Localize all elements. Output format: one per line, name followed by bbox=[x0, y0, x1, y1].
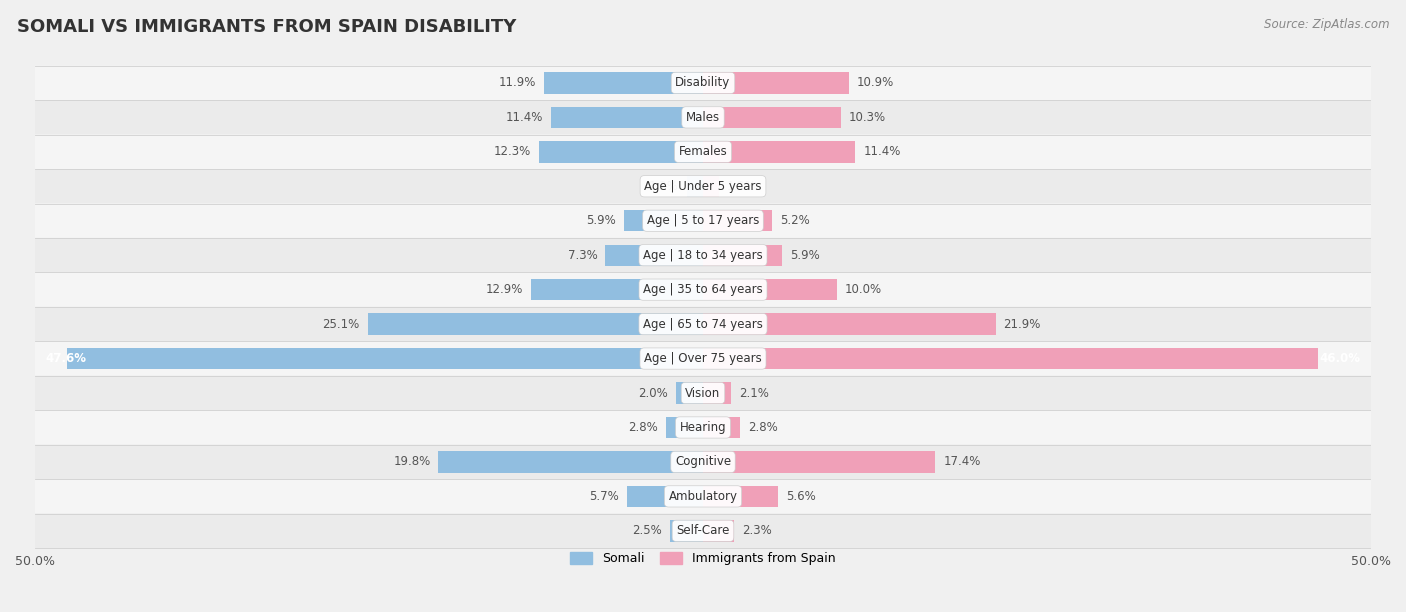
Text: 11.4%: 11.4% bbox=[505, 111, 543, 124]
FancyBboxPatch shape bbox=[35, 204, 1371, 238]
Text: Age | 65 to 74 years: Age | 65 to 74 years bbox=[643, 318, 763, 330]
Bar bbox=[530, 279, 703, 300]
FancyBboxPatch shape bbox=[35, 376, 1371, 410]
Text: Source: ZipAtlas.com: Source: ZipAtlas.com bbox=[1264, 18, 1389, 31]
Text: Cognitive: Cognitive bbox=[675, 455, 731, 468]
Bar bbox=[703, 176, 718, 197]
FancyBboxPatch shape bbox=[35, 100, 1371, 135]
Bar bbox=[688, 176, 703, 197]
Text: 10.3%: 10.3% bbox=[849, 111, 886, 124]
Bar bbox=[624, 210, 703, 231]
Text: 12.3%: 12.3% bbox=[494, 145, 530, 159]
Text: 47.6%: 47.6% bbox=[45, 352, 87, 365]
Text: Age | 18 to 34 years: Age | 18 to 34 years bbox=[643, 248, 763, 262]
Text: 10.9%: 10.9% bbox=[856, 76, 894, 89]
FancyBboxPatch shape bbox=[35, 307, 1371, 341]
Text: SOMALI VS IMMIGRANTS FROM SPAIN DISABILITY: SOMALI VS IMMIGRANTS FROM SPAIN DISABILI… bbox=[17, 18, 516, 36]
FancyBboxPatch shape bbox=[35, 135, 1371, 169]
FancyBboxPatch shape bbox=[35, 513, 1371, 548]
Text: Males: Males bbox=[686, 111, 720, 124]
FancyBboxPatch shape bbox=[35, 65, 1371, 100]
Text: Self-Care: Self-Care bbox=[676, 524, 730, 537]
Text: 1.2%: 1.2% bbox=[650, 180, 679, 193]
Text: Age | Under 5 years: Age | Under 5 years bbox=[644, 180, 762, 193]
Text: 2.8%: 2.8% bbox=[628, 421, 658, 434]
Bar bbox=[703, 417, 741, 438]
Text: Age | 35 to 64 years: Age | 35 to 64 years bbox=[643, 283, 763, 296]
Text: Age | Over 75 years: Age | Over 75 years bbox=[644, 352, 762, 365]
FancyBboxPatch shape bbox=[35, 410, 1371, 445]
Bar bbox=[538, 141, 703, 163]
Text: 12.9%: 12.9% bbox=[485, 283, 523, 296]
Text: 5.9%: 5.9% bbox=[586, 214, 616, 227]
FancyBboxPatch shape bbox=[35, 479, 1371, 513]
Text: 2.8%: 2.8% bbox=[748, 421, 778, 434]
Bar bbox=[703, 141, 855, 163]
Text: 21.9%: 21.9% bbox=[1004, 318, 1040, 330]
Bar bbox=[67, 348, 703, 369]
Bar bbox=[703, 451, 935, 472]
Text: 5.6%: 5.6% bbox=[786, 490, 815, 503]
Bar bbox=[703, 348, 1317, 369]
Bar bbox=[665, 417, 703, 438]
Bar bbox=[367, 313, 703, 335]
Legend: Somali, Immigrants from Spain: Somali, Immigrants from Spain bbox=[565, 547, 841, 570]
Text: 2.3%: 2.3% bbox=[742, 524, 772, 537]
FancyBboxPatch shape bbox=[35, 341, 1371, 376]
Text: 5.9%: 5.9% bbox=[790, 248, 820, 262]
Text: 1.2%: 1.2% bbox=[727, 180, 756, 193]
FancyBboxPatch shape bbox=[35, 445, 1371, 479]
Bar bbox=[703, 106, 841, 128]
Bar bbox=[551, 106, 703, 128]
Bar bbox=[703, 313, 995, 335]
Text: 11.4%: 11.4% bbox=[863, 145, 901, 159]
Bar bbox=[703, 486, 778, 507]
Text: 10.0%: 10.0% bbox=[845, 283, 882, 296]
Bar bbox=[703, 210, 772, 231]
Bar bbox=[703, 72, 849, 94]
Text: Age | 5 to 17 years: Age | 5 to 17 years bbox=[647, 214, 759, 227]
Text: 2.0%: 2.0% bbox=[638, 387, 668, 400]
Bar bbox=[703, 279, 837, 300]
Text: 7.3%: 7.3% bbox=[568, 248, 598, 262]
Text: Females: Females bbox=[679, 145, 727, 159]
Text: 5.2%: 5.2% bbox=[780, 214, 810, 227]
Bar bbox=[703, 520, 734, 542]
Text: Disability: Disability bbox=[675, 76, 731, 89]
Text: 2.1%: 2.1% bbox=[740, 387, 769, 400]
Bar bbox=[606, 245, 703, 266]
FancyBboxPatch shape bbox=[35, 169, 1371, 204]
Bar bbox=[676, 382, 703, 404]
Bar bbox=[544, 72, 703, 94]
Text: 17.4%: 17.4% bbox=[943, 455, 981, 468]
Text: 19.8%: 19.8% bbox=[394, 455, 430, 468]
FancyBboxPatch shape bbox=[35, 238, 1371, 272]
Text: Hearing: Hearing bbox=[679, 421, 727, 434]
Text: 25.1%: 25.1% bbox=[322, 318, 360, 330]
FancyBboxPatch shape bbox=[35, 272, 1371, 307]
Text: 11.9%: 11.9% bbox=[499, 76, 536, 89]
Text: 46.0%: 46.0% bbox=[1319, 352, 1361, 365]
Bar bbox=[439, 451, 703, 472]
Text: 2.5%: 2.5% bbox=[631, 524, 662, 537]
Bar bbox=[703, 245, 782, 266]
Bar bbox=[669, 520, 703, 542]
Bar bbox=[703, 382, 731, 404]
Bar bbox=[627, 486, 703, 507]
Text: 5.7%: 5.7% bbox=[589, 490, 619, 503]
Text: Ambulatory: Ambulatory bbox=[668, 490, 738, 503]
Text: Vision: Vision bbox=[685, 387, 721, 400]
